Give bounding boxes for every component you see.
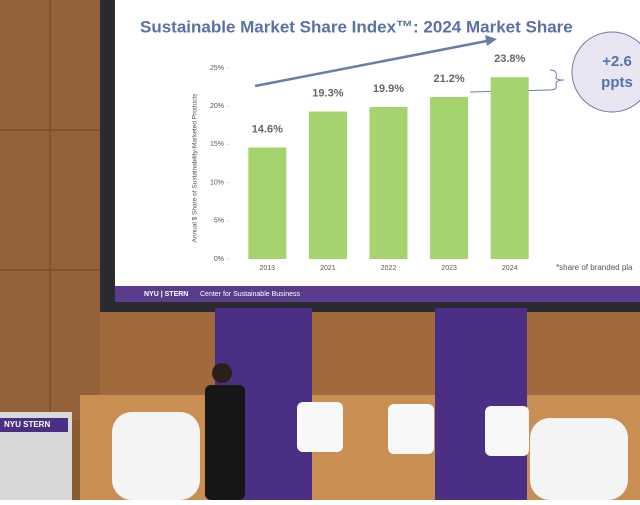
y-tick-label: 5%: [214, 218, 224, 225]
trend-arrow: [254, 38, 493, 88]
footnote: *share of branded pla: [556, 263, 633, 272]
value-label: 23.8%: [494, 53, 525, 65]
arrow-head: [485, 35, 497, 46]
y-tick-label: 20%: [210, 103, 224, 110]
bar: [308, 111, 347, 259]
x-tick-label: 2024: [502, 265, 518, 272]
bar: [369, 106, 408, 260]
chair: [485, 406, 529, 456]
y-tick-label: 25%: [210, 65, 224, 72]
y-tick-label: 0%: [214, 256, 224, 263]
chair: [297, 402, 343, 452]
x-tick-label: 2021: [320, 265, 336, 272]
table: [530, 418, 628, 500]
value-label: 21.2%: [433, 73, 464, 85]
footer-logo: NYU | STERN: [144, 291, 188, 298]
value-label: 14.6%: [252, 123, 283, 135]
banner: [435, 308, 527, 500]
bar: [490, 77, 529, 259]
speaker-head: [212, 363, 232, 383]
bar: [430, 97, 469, 259]
speaker: [205, 385, 245, 500]
y-axis-label: Annual $ Share of Sustainability-Markete…: [192, 93, 199, 243]
callout-circle: [571, 31, 640, 113]
chair: [388, 404, 434, 454]
x-tick-label: 2022: [381, 265, 397, 272]
y-tick-label: 15%: [210, 141, 224, 148]
bar: [248, 147, 287, 259]
callout-text: +2.6: [602, 53, 632, 70]
podium-sign: [0, 418, 68, 432]
value-label: 19.3%: [312, 87, 343, 99]
podium-text: NYU STERN: [4, 420, 50, 429]
x-tick-label: 2023: [441, 265, 457, 272]
y-tick-label: 10%: [210, 179, 224, 186]
callout-text: ppts: [601, 74, 633, 91]
footer-text: Center for Sustainable Business: [200, 291, 300, 298]
chart-title: Sustainable Market Share Index™: 2024 Ma…: [140, 17, 573, 36]
x-tick-label: 2013: [260, 265, 276, 272]
value-label: 19.9%: [373, 83, 404, 95]
table: [112, 412, 200, 500]
plot: 0% 5% 10% 15% 20% 25% 2013 14.6% 2021 19.3% 2022 19…: [210, 53, 529, 272]
slide-footer: [115, 286, 640, 302]
